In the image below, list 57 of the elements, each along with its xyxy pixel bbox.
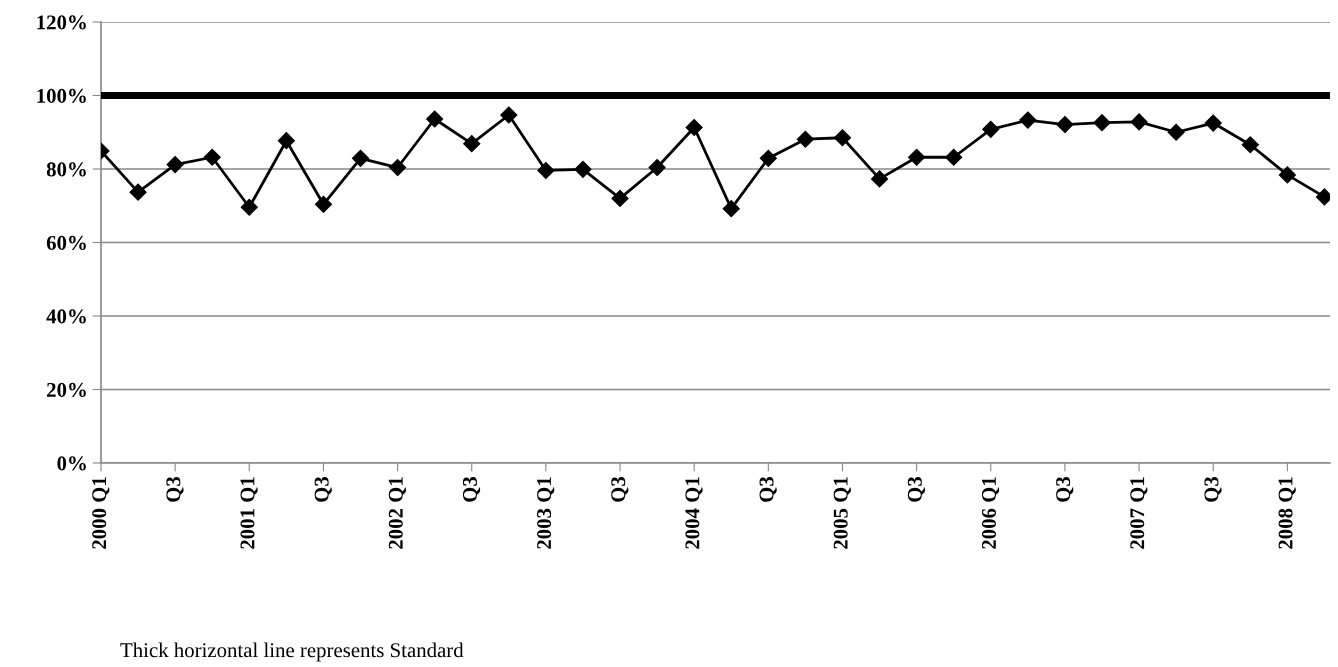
point xyxy=(1204,114,1222,132)
x-tick-label: 2006 Q1 xyxy=(981,477,1000,549)
y-tick-label: 100% xyxy=(37,88,86,103)
point xyxy=(982,120,1000,138)
x-tick-label: 2001 Q1 xyxy=(240,477,258,549)
x-tick-label: 2002 Q1 xyxy=(388,477,406,549)
point xyxy=(870,170,889,188)
x-tick-label: 2005 Q1 xyxy=(833,477,851,549)
x-tick-label: 2000 Q1 xyxy=(92,477,110,549)
point xyxy=(314,195,332,213)
point xyxy=(722,200,740,218)
point xyxy=(463,135,481,153)
point xyxy=(945,148,963,166)
point xyxy=(426,110,444,128)
x-tick-label: 2008 Q1 xyxy=(1278,477,1296,549)
point xyxy=(240,198,258,216)
point xyxy=(833,129,852,147)
x-tick-label: Q3 xyxy=(1204,476,1222,502)
x-tick-label: Q3 xyxy=(462,476,481,502)
point xyxy=(908,148,926,166)
x-tick-label: Q3 xyxy=(166,476,184,502)
point xyxy=(1167,123,1185,141)
y-tick-label: 120% xyxy=(37,15,86,30)
y-tick-label: 40% xyxy=(46,309,86,324)
point xyxy=(389,158,407,177)
x-tick-label: Q3 xyxy=(314,476,332,502)
point xyxy=(648,158,666,177)
point xyxy=(759,149,777,167)
point xyxy=(611,189,629,207)
point xyxy=(1019,111,1037,129)
x-tick-label: Q3 xyxy=(759,476,777,502)
point xyxy=(129,183,147,201)
point xyxy=(1241,136,1259,154)
x-tick-label: 2003 Q1 xyxy=(537,477,555,549)
point xyxy=(203,148,221,166)
point xyxy=(166,156,184,174)
point xyxy=(537,161,555,180)
y-tick-label: 60% xyxy=(46,235,86,250)
point xyxy=(1130,113,1148,131)
point xyxy=(1093,114,1111,132)
point xyxy=(685,118,703,137)
point xyxy=(351,149,370,167)
text: Thick horizontal line represents Standard xyxy=(120,642,464,662)
x-tick-label: 2007 Q1 xyxy=(1130,477,1148,549)
y-tick-label: 80% xyxy=(46,162,86,177)
x-tick-label: 2004 Q1 xyxy=(685,477,703,549)
x-tick-label: Q3 xyxy=(907,476,926,502)
point xyxy=(1278,166,1296,184)
point xyxy=(574,160,592,178)
point xyxy=(277,132,295,150)
x-tick-label: Q3 xyxy=(611,476,629,502)
point xyxy=(796,130,814,148)
y-tick-label: 20% xyxy=(47,382,86,397)
point xyxy=(1056,115,1074,134)
y-tick-label: 0% xyxy=(57,456,86,471)
x-tick-label: Q3 xyxy=(1056,476,1074,502)
point xyxy=(500,106,518,124)
